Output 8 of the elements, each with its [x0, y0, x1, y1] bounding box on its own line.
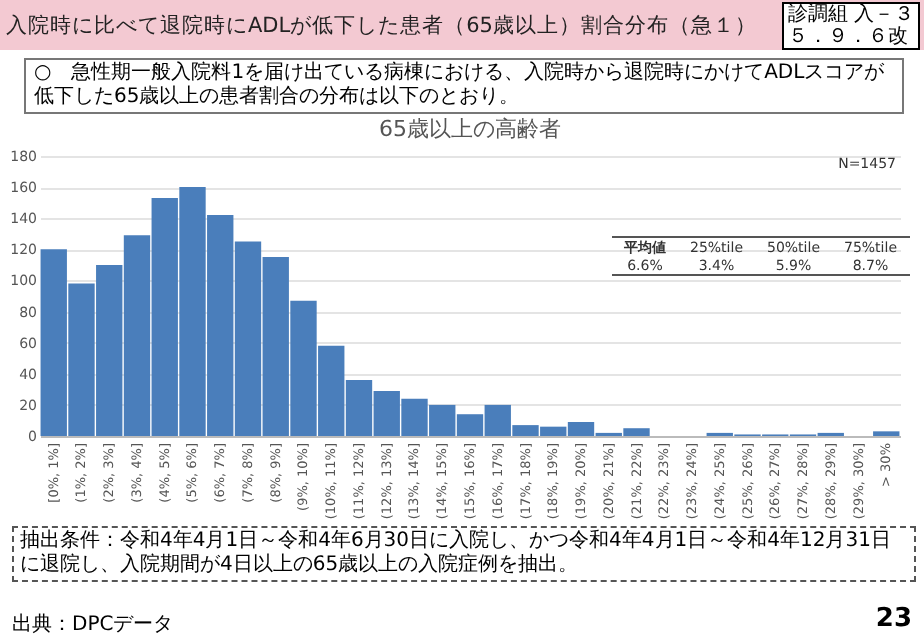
text: 23 — [875, 604, 912, 634]
chart-title: 入院時に比べて退院時にADLが低下した患者（65歳以上）割合分布（急１） — [6, 12, 757, 40]
source-note: 出典：DPCデータ — [12, 611, 174, 638]
text: 診調組 入－３ — [787, 4, 914, 26]
text: ○ 急性期一般入院料1を届け出ている病棟における、入院時から退院時にかけてADLスコアが低下した65歳以上の患者割合の分布は以下のとおり。 — [24, 58, 904, 114]
chart-subtitle: 65歳以上の高齢者 — [379, 116, 561, 142]
text: 抽出条件：令和4年4月1日～令和4年6月30日に入院し、かつ令和4年4月1日～令和4年12月31日に退院し、入院期間が4日以上の65歳以上の入院症例を抽出。 — [12, 526, 916, 582]
text: ５．９．６改 — [787, 26, 910, 48]
